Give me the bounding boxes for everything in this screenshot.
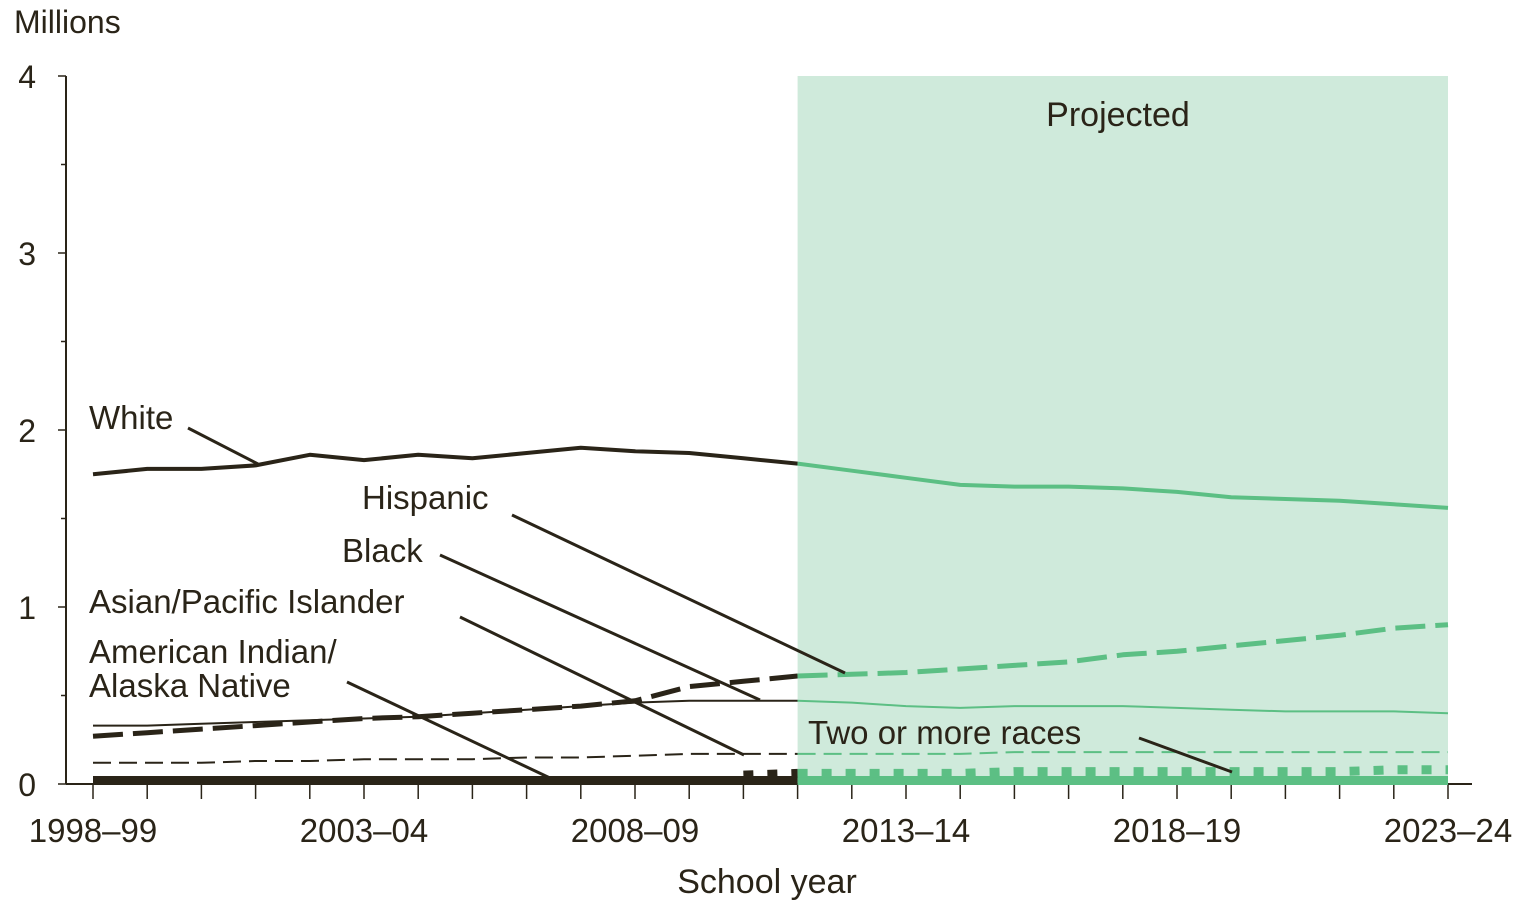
y-tick-label: 4 bbox=[18, 59, 36, 95]
projected-band bbox=[797, 76, 1448, 784]
series-line-projected bbox=[797, 751, 1448, 755]
y-tick-label: 2 bbox=[18, 413, 36, 449]
leader-line bbox=[187, 426, 259, 466]
series-label: Alaska Native bbox=[89, 667, 291, 704]
series-label: White bbox=[89, 399, 173, 436]
x-tick-label: 2013–14 bbox=[842, 812, 970, 849]
series-label: Hispanic bbox=[362, 479, 489, 516]
series-line-actual bbox=[743, 768, 798, 780]
label-hispanic: Hispanic bbox=[362, 479, 846, 675]
series-line-actual bbox=[92, 673, 798, 739]
x-axis-label: School year bbox=[677, 863, 857, 901]
series-label: Two or more races bbox=[808, 714, 1081, 751]
leader-line bbox=[459, 615, 745, 757]
series-line-projected bbox=[797, 622, 1449, 679]
projected-label: Projected bbox=[1046, 96, 1190, 134]
series-line-projected bbox=[797, 461, 1449, 510]
series-label: American Indian/ bbox=[89, 633, 337, 670]
label-asian-pacific-islander: Asian/Pacific Islander bbox=[89, 583, 745, 757]
x-tick-label: 2023–24 bbox=[1384, 812, 1512, 849]
x-tick-label: 2018–19 bbox=[1113, 812, 1241, 849]
leader-line bbox=[1138, 736, 1233, 774]
x-tick-label: 1998–99 bbox=[29, 812, 157, 849]
series-line-actual bbox=[92, 445, 798, 477]
leader-line bbox=[439, 553, 761, 702]
series-labels: White Hispanic Black Asian/Pacific Islander… bbox=[89, 399, 1233, 780]
label-two-or-more-races: Two or more races bbox=[808, 714, 1233, 774]
leader-line bbox=[346, 680, 551, 780]
label-white: White bbox=[89, 399, 259, 466]
y-tick-label: 3 bbox=[18, 236, 36, 272]
x-tick-label: 2003–04 bbox=[300, 812, 428, 849]
series-label: Asian/Pacific Islander bbox=[89, 583, 404, 620]
x-tick-label: 2008–09 bbox=[571, 812, 699, 849]
series-black bbox=[93, 699, 1449, 727]
y-tick-label: 1 bbox=[18, 590, 36, 626]
series-line-projected bbox=[797, 699, 1449, 715]
series-layer bbox=[92, 445, 1449, 785]
leader-line bbox=[511, 513, 846, 675]
axes: 0 1 2 3 4 1998–99 2003–04 2008–09 2013–14 2018–19… bbox=[18, 59, 1512, 849]
series-two-or-more-races bbox=[743, 765, 1448, 780]
label-american-indian-alaska-native: American Indian/Alaska Native bbox=[89, 633, 551, 780]
series-hispanic bbox=[92, 622, 1449, 739]
label-black: Black bbox=[342, 532, 761, 702]
y-tick-label: 0 bbox=[18, 767, 36, 803]
y-axis-label: Millions bbox=[14, 4, 121, 40]
series-line-actual bbox=[93, 752, 798, 764]
series-asian-pacific-islander bbox=[93, 751, 1448, 764]
series-white bbox=[92, 445, 1449, 510]
series-line-actual bbox=[93, 699, 798, 727]
series-label: Black bbox=[342, 532, 423, 569]
